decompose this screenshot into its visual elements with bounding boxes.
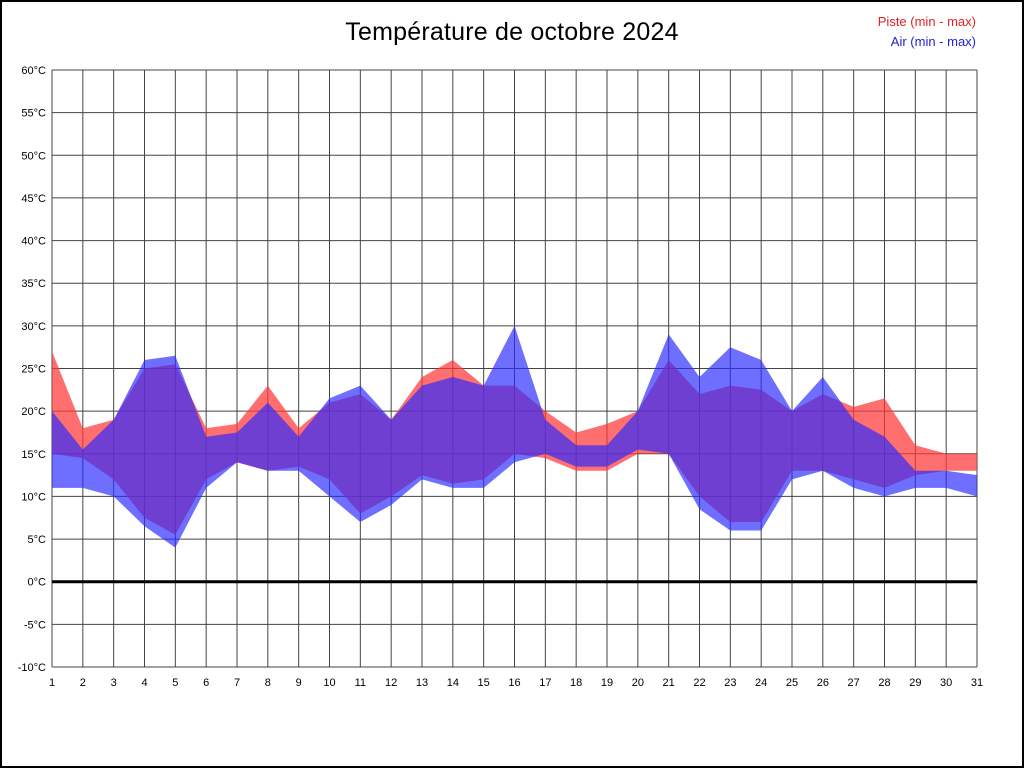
svg-text:12: 12 bbox=[385, 677, 397, 689]
svg-text:20°C: 20°C bbox=[21, 406, 46, 418]
svg-text:11: 11 bbox=[355, 677, 366, 689]
svg-text:40°C: 40°C bbox=[21, 236, 46, 248]
chart-title: Température de octobre 2024 bbox=[345, 18, 679, 46]
legend-air: Air (min - max) bbox=[890, 34, 976, 49]
svg-text:5°C: 5°C bbox=[28, 534, 47, 546]
svg-text:30°C: 30°C bbox=[21, 321, 46, 333]
svg-text:15: 15 bbox=[478, 677, 490, 689]
svg-text:0°C: 0°C bbox=[28, 577, 47, 589]
svg-text:9: 9 bbox=[296, 677, 302, 689]
svg-text:29: 29 bbox=[909, 677, 921, 689]
svg-text:25: 25 bbox=[786, 677, 798, 689]
svg-text:7: 7 bbox=[234, 677, 240, 689]
svg-text:24: 24 bbox=[755, 677, 767, 689]
svg-text:10°C: 10°C bbox=[21, 491, 46, 503]
svg-text:50°C: 50°C bbox=[21, 150, 46, 162]
svg-text:30: 30 bbox=[940, 677, 952, 689]
svg-text:3: 3 bbox=[111, 677, 117, 689]
svg-text:35°C: 35°C bbox=[21, 278, 46, 290]
svg-text:-10°C: -10°C bbox=[18, 662, 46, 674]
svg-text:2: 2 bbox=[80, 677, 86, 689]
svg-text:23: 23 bbox=[724, 677, 736, 689]
svg-text:5: 5 bbox=[172, 677, 178, 689]
svg-text:6: 6 bbox=[203, 677, 209, 689]
svg-text:22: 22 bbox=[693, 677, 705, 689]
svg-text:18: 18 bbox=[570, 677, 582, 689]
svg-text:27: 27 bbox=[848, 677, 860, 689]
svg-text:17: 17 bbox=[539, 677, 551, 689]
svg-text:45°C: 45°C bbox=[21, 193, 46, 205]
svg-text:10: 10 bbox=[323, 677, 335, 689]
svg-text:1: 1 bbox=[49, 677, 55, 689]
svg-text:14: 14 bbox=[447, 677, 459, 689]
svg-text:55°C: 55°C bbox=[21, 108, 46, 120]
svg-text:8: 8 bbox=[265, 677, 271, 689]
chart-legend: Piste (min - max) Air (min - max) bbox=[878, 12, 976, 52]
svg-text:16: 16 bbox=[508, 677, 520, 689]
x-axis-labels: 1 2 3 4 5 6 7 8 9 10 11 12 13 14 15 16 17 18 19 20 21 22 23 24 2… bbox=[49, 677, 983, 689]
legend-piste: Piste (min - max) bbox=[877, 14, 976, 29]
svg-text:25°C: 25°C bbox=[21, 364, 46, 376]
svg-text:21: 21 bbox=[663, 677, 675, 689]
svg-text:28: 28 bbox=[878, 677, 890, 689]
svg-text:20: 20 bbox=[632, 677, 644, 689]
svg-text:26: 26 bbox=[817, 677, 829, 689]
svg-text:60°C: 60°C bbox=[21, 65, 46, 77]
svg-text:4: 4 bbox=[141, 677, 147, 689]
y-axis-labels: -10°C -5°C 0°C 5°C 10°C 15°C 20°C 25°C 30°C 35°C 4… bbox=[18, 65, 46, 674]
svg-text:19: 19 bbox=[601, 677, 613, 689]
svg-text:-5°C: -5°C bbox=[24, 619, 46, 631]
air-band bbox=[52, 325, 977, 548]
svg-text:31: 31 bbox=[971, 677, 983, 689]
svg-text:13: 13 bbox=[416, 677, 428, 689]
svg-text:15°C: 15°C bbox=[21, 449, 46, 461]
